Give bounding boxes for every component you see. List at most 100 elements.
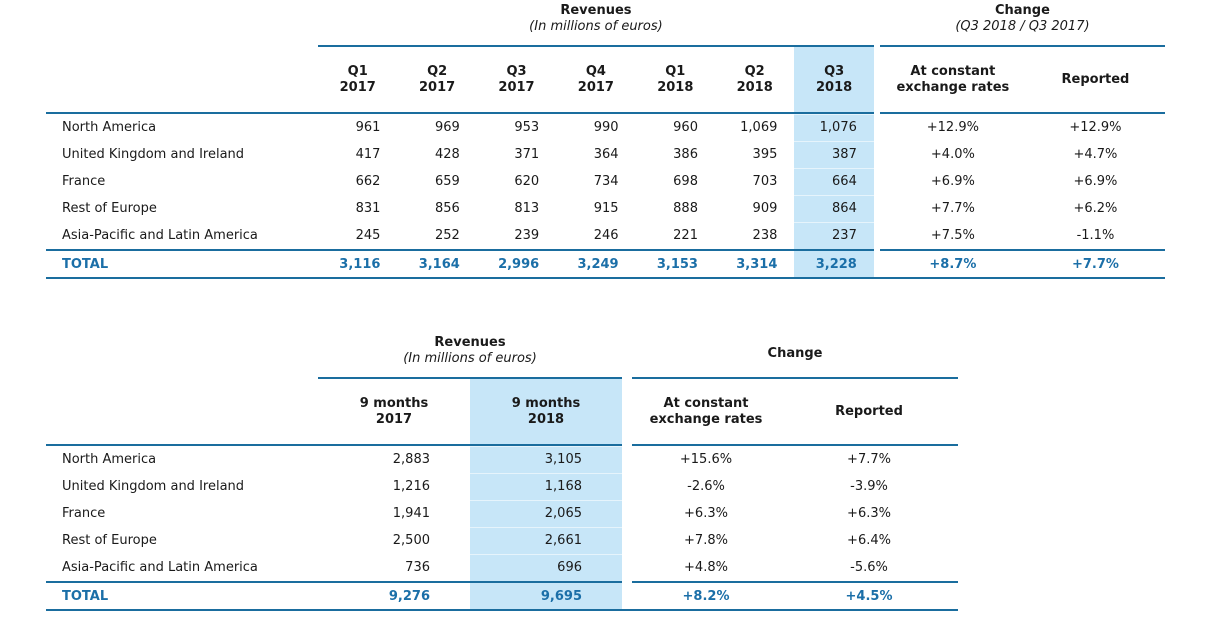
- total-value-cell: 3,249: [556, 249, 636, 279]
- table-row-rest-of-europe: Rest of Europe 2,500 2,661 +7.8% +6.4%: [46, 527, 958, 554]
- value-cell: 239: [514, 228, 540, 243]
- reported-change-cell: -5.6%: [850, 560, 888, 575]
- value-cell-highlighted: 3,105: [470, 445, 622, 473]
- spacer-cell: [873, 250, 880, 279]
- reported-change-cell: +7.7%: [847, 452, 891, 467]
- revenues-report: Revenues (In millions of euros) Change (…: [46, 3, 1165, 611]
- total-value-cell: 2,996: [476, 249, 557, 279]
- region-cell: Asia-Pacific and Latin America: [62, 228, 258, 243]
- total-reported-change-cell: +7.7%: [1025, 249, 1165, 279]
- total-value-cell-highlighted: 3,228: [794, 249, 874, 279]
- spacer-cell: [622, 378, 632, 445]
- column-header-q4-2017: Q4 2017: [556, 46, 636, 114]
- value-cell: 969: [434, 120, 460, 135]
- value-cell-highlighted: 1,168: [470, 473, 622, 500]
- total-reported-change-cell: +4.5%: [780, 581, 959, 611]
- value-cell: 888: [673, 201, 698, 216]
- value-cell: 2,500: [392, 533, 430, 548]
- region-cell: United Kingdom and Ireland: [62, 147, 245, 162]
- column-header-9m-2017: 9 months 2017: [318, 378, 470, 446]
- table-row-france: France 662 659 620 734 698 703 664 +6.9%…: [46, 168, 1165, 195]
- group-header-row: Revenues (In millions of euros) Change (…: [46, 3, 1165, 47]
- revenues-group-header: Revenues (In millions of euros): [318, 3, 874, 47]
- spacer-cell: [622, 473, 632, 500]
- quarterly-revenues-table: Revenues (In millions of euros) Change (…: [46, 3, 1165, 279]
- value-cell-highlighted: 696: [470, 554, 622, 582]
- value-cell: 395: [752, 147, 778, 162]
- table-row-france: France 1,941 2,065 +6.3% +6.3%: [46, 500, 958, 527]
- column-header-q2-2017: Q2 2017: [397, 46, 477, 114]
- reported-change-cell: +6.9%: [1073, 174, 1118, 189]
- constant-change-cell: +7.8%: [684, 533, 728, 548]
- change-group-header: Change (Q3 2018 / Q3 2017): [879, 3, 1165, 47]
- value-cell: 698: [673, 174, 698, 189]
- spacer-cell: [622, 554, 632, 582]
- value-cell-highlighted: 2,661: [470, 527, 622, 554]
- reported-change-cell: +6.3%: [847, 506, 891, 521]
- column-header-9m-2018-highlighted: 9 months 2018: [470, 378, 622, 446]
- change-group-header: Change: [632, 335, 959, 379]
- column-header-constant-rates: At constant exchange rates: [632, 378, 780, 446]
- total-value-cell-highlighted: 9,695: [470, 581, 622, 611]
- value-cell: 364: [593, 147, 619, 162]
- spacer-cell: [622, 335, 632, 378]
- constant-change-cell: +4.0%: [930, 147, 975, 162]
- column-header-row: 9 months 2017 9 months 2018 At constant exc…: [46, 378, 959, 446]
- total-row: TOTAL 9,276 9,695 +8.2% +4.5%: [46, 581, 959, 611]
- column-header-reported: Reported: [1025, 46, 1165, 114]
- value-cell: 915: [593, 201, 619, 216]
- revenues-subtitle: (In millions of euros): [403, 351, 537, 366]
- value-cell: 831: [355, 201, 381, 216]
- table-row-asia-pacific-latam: Asia-Pacific and Latin America 245 252 2…: [46, 222, 1165, 250]
- region-cell: France: [62, 506, 106, 521]
- region-cell: Rest of Europe: [62, 533, 157, 548]
- reported-change-cell: +6.4%: [847, 533, 891, 548]
- column-header-q1-2018: Q1 2018: [635, 46, 715, 114]
- value-cell: 953: [514, 120, 540, 135]
- change-title: Change: [994, 3, 1050, 18]
- value-cell-highlighted: 387: [794, 141, 874, 168]
- region-cell: Asia-Pacific and Latin America: [62, 560, 258, 575]
- column-header-q1-2017: Q1 2017: [318, 46, 398, 114]
- total-label: TOTAL: [46, 581, 318, 611]
- value-cell-highlighted: 1,076: [794, 113, 874, 141]
- value-cell: 620: [514, 174, 540, 189]
- region-column-header: [46, 46, 319, 114]
- constant-change-cell: -2.6%: [687, 479, 725, 494]
- value-cell-highlighted: 237: [794, 222, 874, 250]
- value-cell: 371: [514, 147, 540, 162]
- revenues-title: Revenues: [560, 3, 632, 18]
- column-header-q3-2017: Q3 2017: [476, 46, 557, 114]
- value-cell: 245: [355, 228, 381, 243]
- total-constant-change-cell: +8.2%: [632, 581, 780, 611]
- total-constant-change-cell: +8.7%: [879, 249, 1026, 279]
- value-cell: 386: [673, 147, 698, 162]
- table-row-north-america: North America 2,883 3,105 +15.6% +7.7%: [46, 445, 958, 473]
- value-cell: 221: [673, 228, 698, 243]
- value-cell: 417: [355, 147, 381, 162]
- table-row-rest-of-europe: Rest of Europe 831 856 813 915 888 909 8…: [46, 195, 1165, 222]
- value-cell-highlighted: 2,065: [470, 500, 622, 527]
- value-cell: 246: [593, 228, 619, 243]
- value-cell: 961: [355, 120, 381, 135]
- spacer-cell: [622, 500, 632, 527]
- constant-change-cell: +12.9%: [926, 120, 979, 135]
- column-header-q2-2018: Q2 2018: [714, 46, 795, 114]
- table-row-asia-pacific-latam: Asia-Pacific and Latin America 736 696 +…: [46, 554, 958, 582]
- value-cell: 659: [434, 174, 460, 189]
- value-cell: 736: [405, 560, 430, 575]
- value-cell: 662: [355, 174, 381, 189]
- spacer-cell: [46, 3, 318, 46]
- table-row-uk-ireland: United Kingdom and Ireland 417 428 371 3…: [46, 141, 1165, 168]
- change-title: Change: [767, 346, 823, 361]
- column-header-constant-rates: At constant exchange rates: [879, 46, 1026, 114]
- column-header-row: Q1 2017 Q2 2017 Q3 2017 Q4 2017 Q1 2018 Q2 201…: [46, 46, 1165, 114]
- value-cell: 1,941: [392, 506, 430, 521]
- value-cell: 252: [434, 228, 460, 243]
- value-cell: 1,216: [392, 479, 430, 494]
- value-cell: 813: [514, 201, 540, 216]
- value-cell: 2,883: [392, 452, 430, 467]
- constant-change-cell: +4.8%: [684, 560, 728, 575]
- value-cell: 734: [593, 174, 619, 189]
- total-value-cell: 3,116: [318, 249, 398, 279]
